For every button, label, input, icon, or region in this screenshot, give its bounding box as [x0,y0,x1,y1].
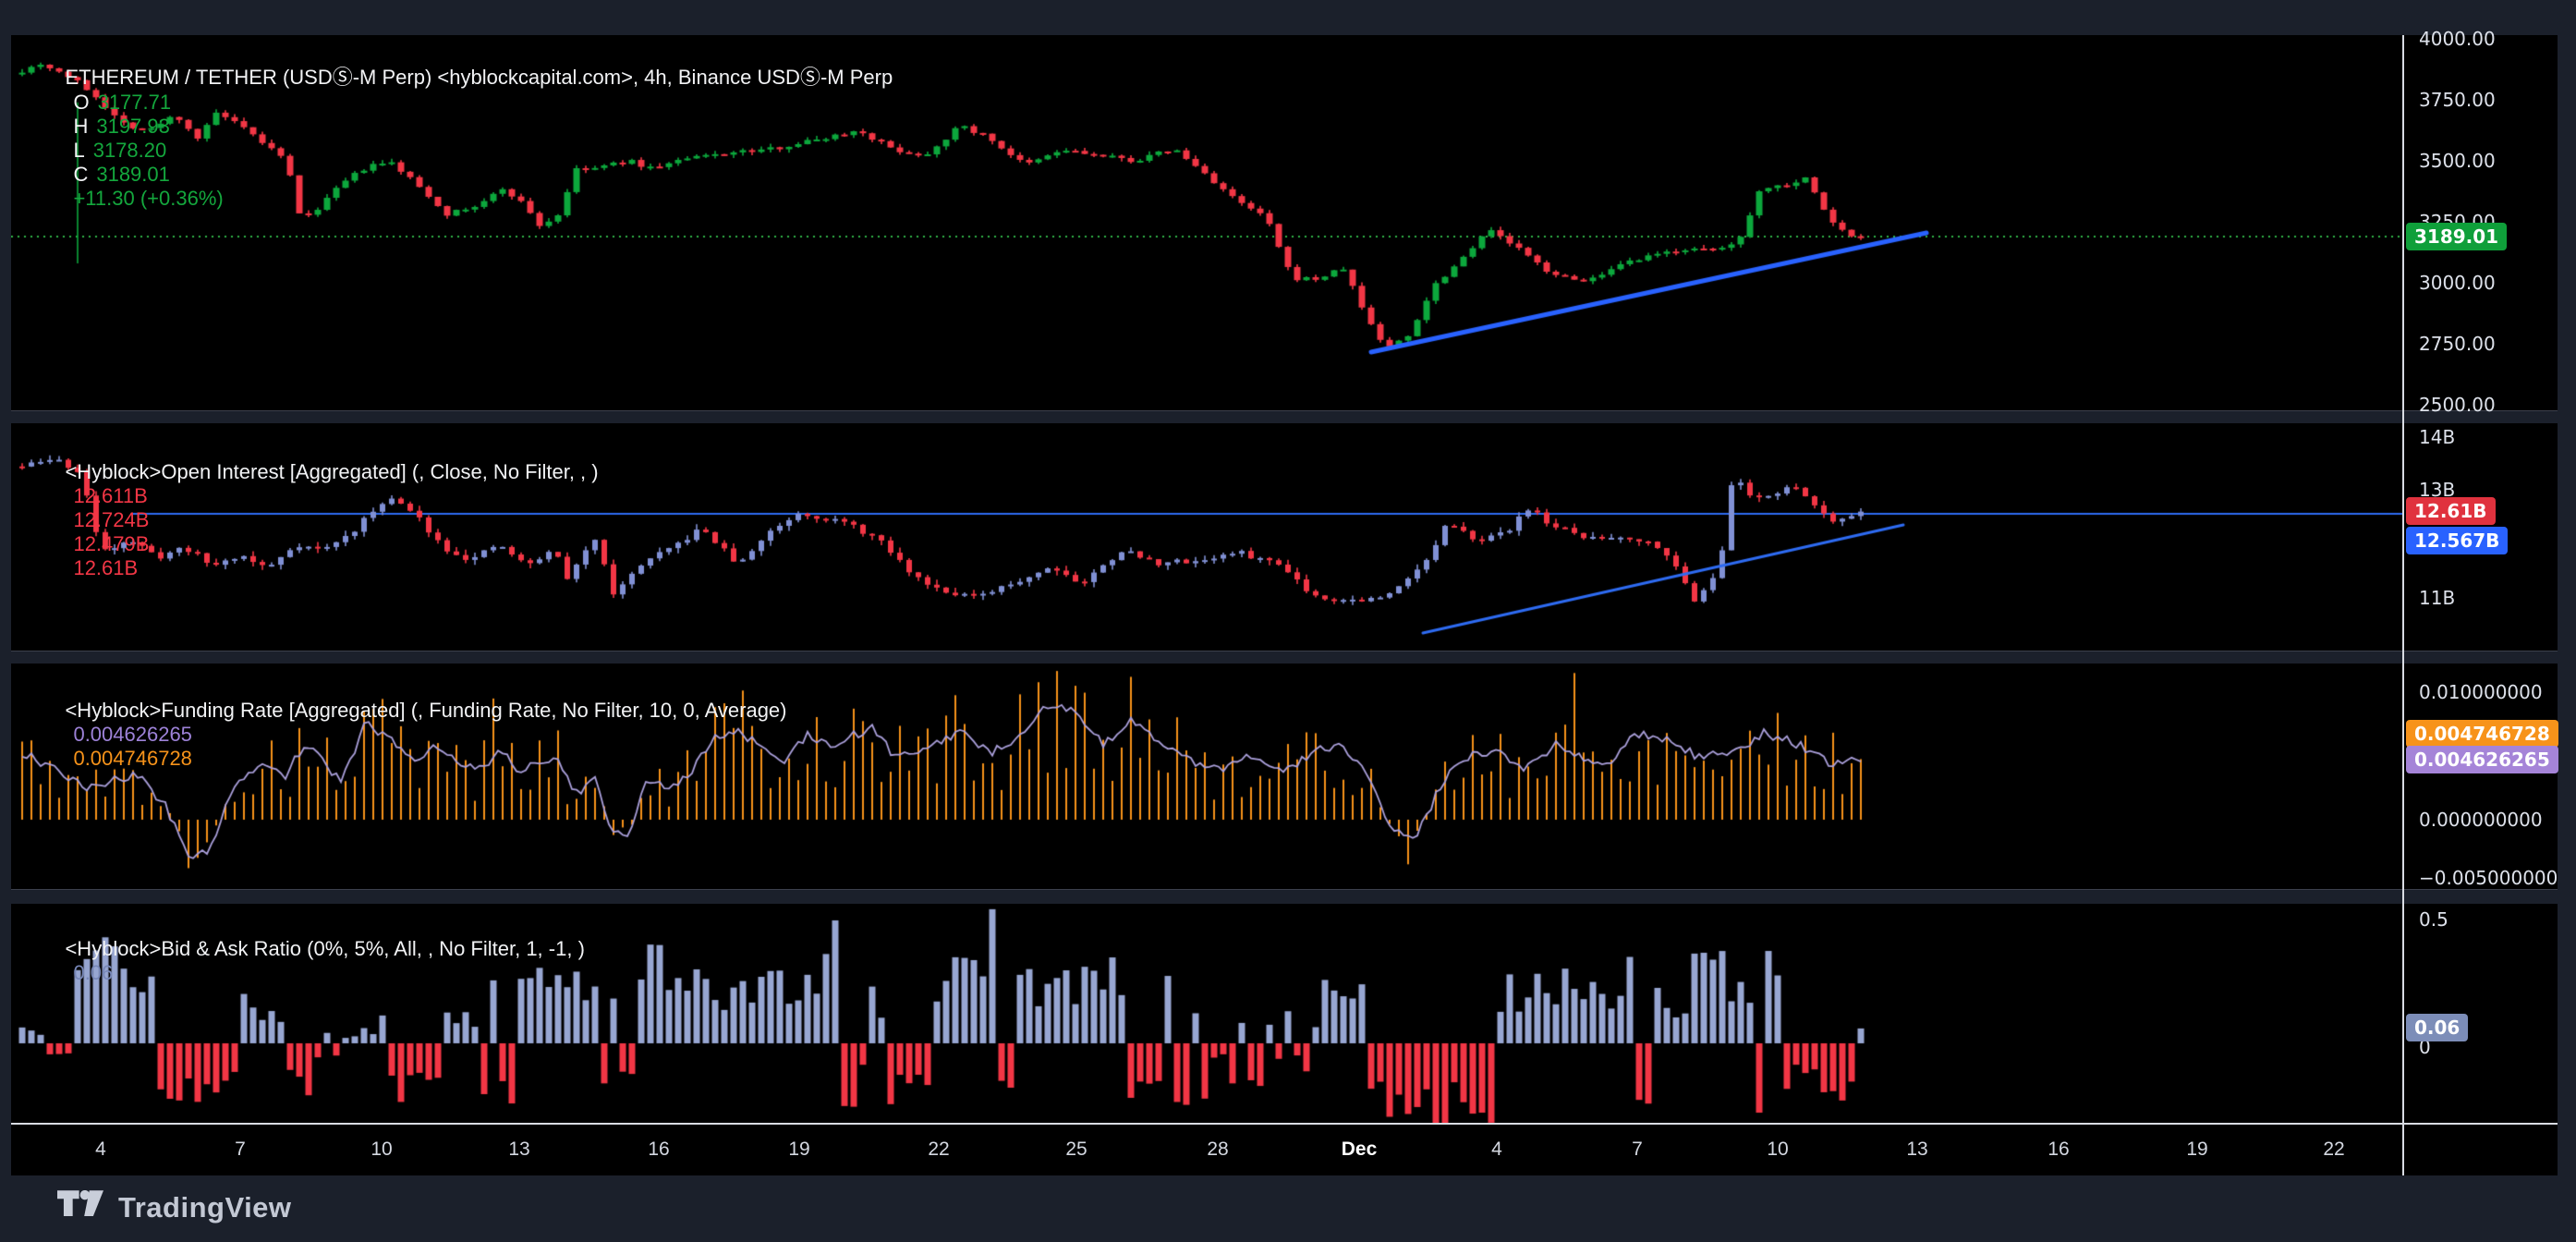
pane-separator[interactable] [11,410,2558,411]
open-value: 3177.71 [97,91,172,114]
time-tick-label: 25 [1065,1138,1088,1160]
scale-tick-label: 3000.00 [2419,272,2496,294]
scale-tick-label: 14B [2419,426,2456,448]
oi-value-3: 12.479B [73,532,150,555]
time-tick-label: 16 [2047,1138,2070,1160]
scale-tick-label: 0.5 [2419,908,2448,931]
time-tick-label: 22 [2323,1138,2345,1160]
time-axis-separator [11,1123,2558,1125]
time-tick-label: 10 [371,1138,393,1160]
pane-separator[interactable] [11,889,2558,890]
funding-rate-value: 0.004746728 [73,747,192,770]
open-interest-pane-canvas[interactable] [11,423,2402,651]
funding-rate-title: <Hyblock>Funding Rate [Aggregated] (, Fu… [65,699,787,722]
scale-tick-label: 2750.00 [2419,333,2496,355]
symbol-title: ETHEREUM / TETHER (USDⓈ-M Perp) <hyblock… [65,66,893,89]
close-label: C [73,163,89,186]
oi-value-4: 12.61B [73,556,139,579]
time-tick-label: 7 [235,1138,246,1160]
scale-tick-label: 2500.00 [2419,394,2496,416]
high-label: H [73,115,89,138]
scale-tick-label: 0 [2419,1036,2431,1058]
pane-separator-gap [11,411,2558,423]
scale-tick-label: −0.005000000 [2419,867,2558,889]
time-tick-label: 19 [788,1138,810,1160]
time-tick-label: 7 [1632,1138,1643,1160]
price-scale-border [2402,35,2404,1175]
open-interest-legend[interactable]: <Hyblock>Open Interest [Aggregated] (, C… [43,436,599,604]
value-chip: 12.61B [2406,497,2496,525]
time-tick-label: 13 [1906,1138,1928,1160]
time-tick-label: 19 [2186,1138,2208,1160]
value-chip: 12.567B [2406,527,2509,554]
bid-ask-title: <Hyblock>Bid & Ask Ratio (0%, 5%, All, ,… [65,937,585,960]
open-label: O [73,91,90,114]
oi-value-1: 12.611B [73,484,148,507]
funding-rate-legend[interactable]: <Hyblock>Funding Rate [Aggregated] (, Fu… [43,675,787,795]
tradingview-logo-icon [57,1190,103,1217]
time-tick-label: Dec [1341,1138,1378,1160]
scale-tick-label: 0.010000000 [2419,681,2543,703]
tradingview-logo-text: TradingView [118,1191,292,1224]
time-tick-label: 10 [1767,1138,1789,1160]
scale-tick-label: 4000.00 [2419,28,2496,50]
time-tick-label: 22 [928,1138,950,1160]
value-chip: 3189.01 [2406,223,2508,250]
scale-tick-label: 3750.00 [2419,89,2496,111]
bid-ask-value: 0.06 [73,961,114,984]
open-interest-title: <Hyblock>Open Interest [Aggregated] (, C… [65,460,599,483]
funding-avg-value: 0.004626265 [73,723,192,746]
low-value: 3178.20 [92,139,167,162]
value-chip: 0.004626265 [2406,746,2558,773]
time-tick-label: 16 [648,1138,670,1160]
time-tick-label: 28 [1207,1138,1229,1160]
scale-tick-label: 3500.00 [2419,150,2496,172]
scale-tick-label: 11B [2419,587,2456,609]
value-chip: 0.06 [2406,1014,2469,1041]
high-value: 3197.93 [96,115,170,138]
scale-tick-label: 0.000000000 [2419,809,2543,831]
close-value: 3189.01 [96,163,170,186]
price-pane-canvas[interactable] [11,35,2402,410]
time-tick-label: 4 [1491,1138,1502,1160]
bid-ask-pane-canvas[interactable] [11,904,2402,1124]
low-label: L [73,139,85,162]
change-value: +11.30 (+0.36%) [73,187,224,210]
bid-ask-legend[interactable]: <Hyblock>Bid & Ask Ratio (0%, 5%, All, ,… [43,913,585,1009]
funding-rate-pane-canvas[interactable] [11,664,2402,889]
value-chip: 0.004746728 [2406,720,2558,748]
oi-value-2: 12.724B [73,508,150,531]
pane-separator-gap [11,890,2558,904]
time-tick-label: 13 [508,1138,530,1160]
pane-separator-gap [11,651,2558,664]
tradingview-logo[interactable]: TradingView [57,1190,292,1225]
symbol-legend[interactable]: ETHEREUM / TETHER (USDⓈ-M Perp) <hyblock… [43,37,893,235]
time-tick-label: 4 [95,1138,106,1160]
